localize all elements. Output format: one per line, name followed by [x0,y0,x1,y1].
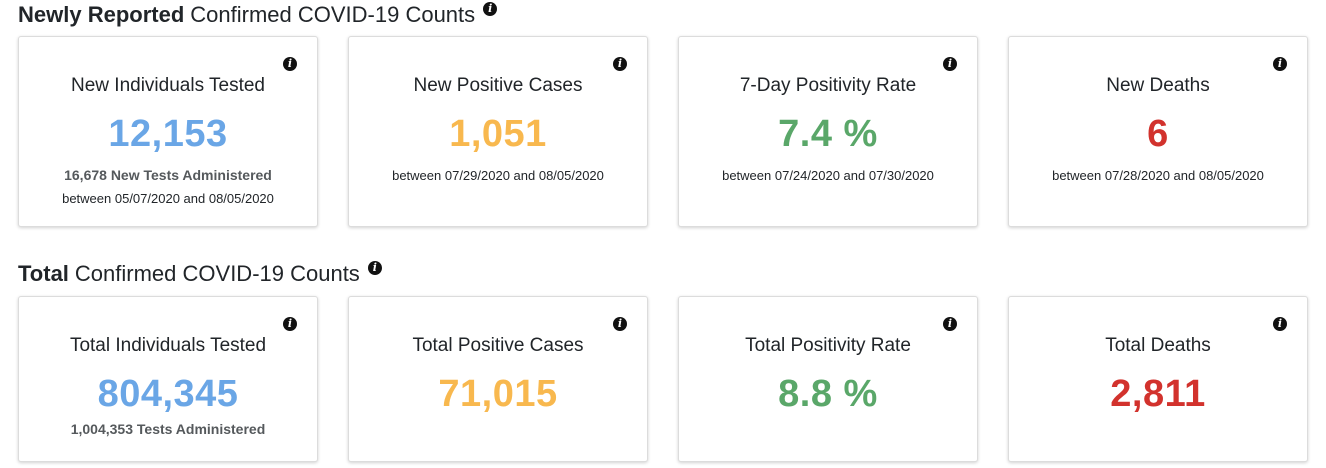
info-icon[interactable]: i [613,57,627,71]
card-new-individuals-tested: i New Individuals Tested 12,153 16,678 N… [18,36,318,227]
card-title: Total Deaths [1105,335,1211,356]
card-seven-day-positivity-rate: i 7-Day Positivity Rate 7.4 % between 07… [678,36,978,227]
info-icon[interactable]: i [283,317,297,331]
info-icon[interactable]: i [943,57,957,71]
new-counts-heading: Newly Reported Confirmed COVID-19 Counts… [18,2,498,28]
card-value: 12,153 [108,113,228,155]
card-value: 2,811 [1110,373,1206,415]
card-value: 8.8 % [778,373,878,415]
card-new-positive-cases: i New Positive Cases 1,051 between 07/29… [348,36,648,227]
card-value: 7.4 % [778,113,878,155]
card-total-individuals-tested: i Total Individuals Tested 804,345 1,004… [18,296,318,462]
card-value: 804,345 [97,373,239,415]
new-counts-cards: i New Individuals Tested 12,153 16,678 N… [18,36,1308,227]
card-title: Total Positive Cases [412,335,584,356]
card-value: 6 [1147,113,1169,155]
card-tests-administered: 16,678 New Tests Administered [64,167,272,183]
info-icon[interactable]: i [943,317,957,331]
card-title: New Deaths [1106,75,1210,96]
total-counts-heading-bold: Total [18,261,69,286]
new-counts-heading-bold: Newly Reported [18,2,185,27]
card-date-range: between 07/28/2020 and 08/05/2020 [1052,168,1264,183]
card-tests-administered: 1,004,353 Tests Administered [70,421,266,437]
new-counts-heading-text: Confirmed COVID-19 Counts [190,2,476,27]
card-title: 7-Day Positivity Rate [739,75,917,96]
card-total-positive-cases: i Total Positive Cases 71,015 [348,296,648,462]
info-icon[interactable]: i [483,2,498,16]
card-title: New Positive Cases [413,75,583,96]
card-date-range: between 07/29/2020 and 08/05/2020 [392,168,604,183]
info-icon[interactable]: i [1273,317,1287,331]
card-title: New Individuals Tested [71,75,265,96]
card-total-positivity-rate: i Total Positivity Rate 8.8 % [678,296,978,462]
info-icon[interactable]: i [367,261,382,275]
total-counts-heading-text: Confirmed COVID-19 Counts [74,261,360,286]
card-total-deaths: i Total Deaths 2,811 [1008,296,1308,462]
total-counts-heading: Total Confirmed COVID-19 Counts i [18,261,382,287]
total-counts-cards: i Total Individuals Tested 804,345 1,004… [18,296,1308,462]
card-value: 71,015 [438,373,558,415]
info-icon[interactable]: i [283,57,297,71]
info-icon[interactable]: i [1273,57,1287,71]
card-date-range: between 07/24/2020 and 07/30/2020 [722,168,934,183]
card-date-range: between 05/07/2020 and 08/05/2020 [62,191,274,206]
card-new-deaths: i New Deaths 6 between 07/28/2020 and 08… [1008,36,1308,227]
card-value: 1,051 [449,113,547,155]
card-title: Total Positivity Rate [745,335,911,356]
info-icon[interactable]: i [613,317,627,331]
card-title: Total Individuals Tested [69,335,267,356]
